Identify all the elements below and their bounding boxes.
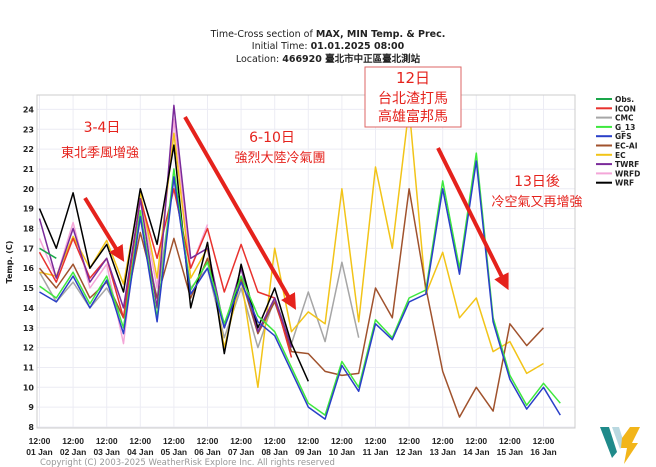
annotation-6-10: 6-10日 — [249, 130, 295, 146]
x-tick-date: 06 Jan — [194, 447, 220, 457]
annotation-6-10-text: 強烈大陸冷氣團 — [234, 150, 325, 166]
legend-label: ICON — [615, 104, 636, 113]
location: Location: 466920 臺北市中正區臺北測站 — [236, 53, 421, 65]
x-tick-time: 12:00 — [499, 436, 521, 446]
y-axis: 8 9 10 11 12 13 14 15 16 17 18 19 20 21 22 23 24 — [23, 105, 35, 432]
y-tick-label: 16 — [23, 264, 35, 273]
x-tick-time: 12:00 — [533, 436, 555, 446]
x-tick-date: 09 Jan — [295, 447, 321, 457]
series-line-wrf — [38, 144, 309, 382]
annotation-12-taipei: 台北渣打馬 — [378, 90, 448, 107]
x-tick-time: 12:00 — [163, 436, 185, 446]
legend-label: EC — [615, 151, 626, 160]
y-tick-label: 22 — [23, 145, 34, 154]
series-line-gfs — [39, 160, 561, 420]
y-tick-label: 9 — [28, 403, 34, 412]
copyright: Copyright (C) 2003-2025 WeatherRisk Expl… — [40, 458, 335, 467]
x-tick-date: 15 Jan — [497, 447, 523, 457]
y-tick-label: 17 — [23, 244, 34, 253]
x-tick-date: 16 Jan — [530, 447, 556, 457]
series-line-icon — [38, 188, 293, 358]
y-axis-label: Temp. (C) — [5, 241, 14, 284]
y-tick-label: 18 — [23, 225, 35, 234]
x-tick-time: 12:00 — [62, 436, 84, 446]
plot-frame — [36, 94, 576, 429]
legend-label: WRF — [615, 179, 634, 188]
annotation-12-kaohsiung: 高雄富邦馬 — [378, 108, 448, 125]
annotation-3-4: 3-4日 — [84, 120, 121, 136]
x-tick-date: 11 Jan — [363, 447, 389, 457]
x-tick-date: 08 Jan — [261, 447, 287, 457]
x-tick-date: 04 Jan — [127, 447, 153, 457]
x-tick-time: 12:00 — [264, 436, 286, 446]
x-tick-time: 12:00 — [365, 436, 387, 446]
x-tick-date: 07 Jan — [228, 447, 254, 457]
x-tick-time: 12:00 — [29, 436, 51, 446]
y-tick-label: 24 — [23, 105, 35, 114]
x-tick-date: 03 Jan — [93, 447, 119, 457]
x-tick-date: 12 Jan — [396, 447, 422, 457]
legend-label: EC-AI — [615, 142, 638, 151]
legend-label: TWRF — [615, 160, 639, 169]
x-tick-time: 12:00 — [465, 436, 487, 446]
x-tick-date: 02 Jan — [60, 447, 86, 457]
x-tick-time: 12:00 — [230, 436, 252, 446]
y-tick-label: 21 — [23, 165, 35, 174]
initial-time: Initial Time: 01.01.2025 08:00 — [252, 41, 405, 52]
legend-label: Obs. — [615, 95, 634, 104]
legend-label: G_13 — [615, 123, 635, 132]
arrow-icon — [436, 147, 509, 291]
annotation-3-4-text: 東北季風增強 — [61, 145, 139, 161]
x-tick-date: 10 Jan — [329, 447, 355, 457]
chart-title: Time-Cross section of MAX, MIN Temp. & P… — [210, 29, 446, 40]
y-tick-label: 15 — [23, 284, 35, 293]
x-tick-date: 01 Jan — [26, 447, 52, 457]
x-tick-time: 12:00 — [432, 436, 454, 446]
series-line-ec — [39, 106, 544, 389]
x-tick-time: 12:00 — [96, 436, 118, 446]
x-tick-date: 13 Jan — [429, 447, 455, 457]
x-tick-time: 12:00 — [129, 436, 151, 446]
grid — [37, 95, 575, 428]
legend-label: CMC — [615, 114, 634, 123]
y-tick-label: 8 — [28, 423, 34, 432]
y-tick-label: 14 — [23, 304, 35, 313]
y-tick-label: 20 — [23, 185, 35, 194]
weatherrisk-logo — [600, 427, 640, 464]
arrow-icon — [183, 116, 296, 310]
x-tick-time: 12:00 — [398, 436, 420, 446]
x-tick-date: 14 Jan — [463, 447, 489, 457]
x-tick-time: 12:00 — [297, 436, 319, 446]
series-line-twrf — [38, 104, 293, 348]
legend-label: GFS — [615, 132, 632, 141]
legend-label: WRFD — [615, 169, 640, 178]
y-tick-label: 12 — [23, 344, 34, 353]
series-line-obs- — [39, 247, 57, 259]
x-tick-time: 12:00 — [197, 436, 219, 446]
annotation-13: 13日後 — [514, 174, 560, 190]
series-lines — [38, 104, 561, 420]
y-tick-label: 10 — [23, 383, 35, 392]
y-tick-label: 19 — [23, 205, 35, 214]
y-tick-label: 13 — [23, 324, 34, 333]
arrow-icon — [83, 196, 125, 262]
x-tick-date: 05 Jan — [161, 447, 187, 457]
series-line-g-13 — [39, 152, 561, 416]
annotation-12: 12日 — [396, 69, 430, 87]
y-tick-label: 11 — [23, 363, 35, 372]
series-line-wrfd — [38, 118, 209, 345]
annotations: 3-4日 東北季風增強 6-10日 強烈大陸冷氣團 12日 台北渣打馬 高雄富邦… — [61, 66, 583, 310]
y-tick-label: 23 — [23, 125, 34, 134]
annotation-12-box — [364, 66, 462, 128]
annotation-13-text: 冷空氣又再增強 — [491, 195, 582, 210]
x-tick-time: 12:00 — [331, 436, 353, 446]
